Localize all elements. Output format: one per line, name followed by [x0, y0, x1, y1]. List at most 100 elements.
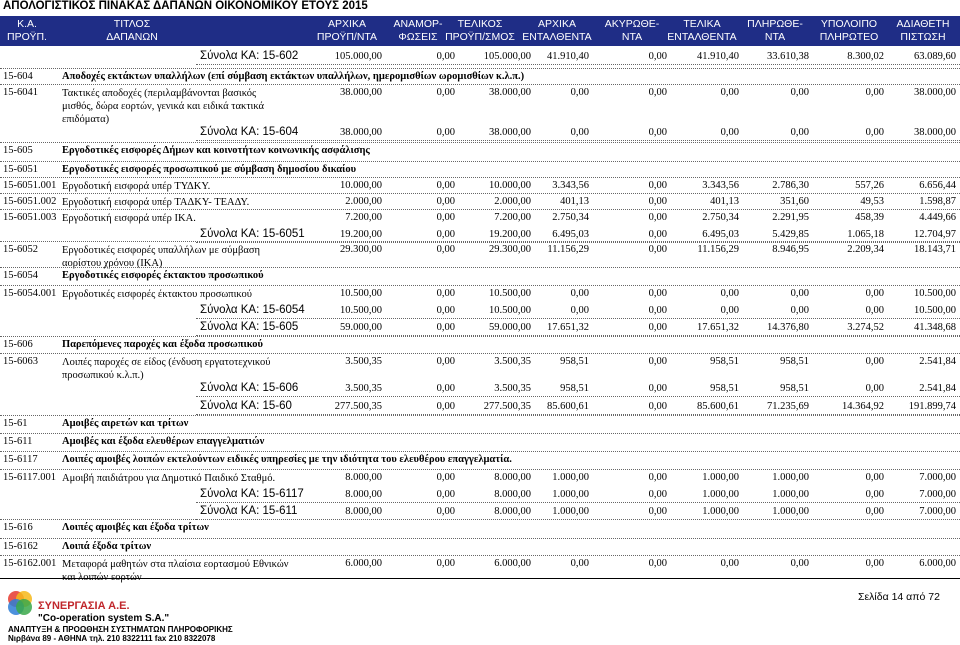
value-final-budget: 3.500,35	[494, 356, 531, 367]
subtotal-final-commit: 1.000,00	[702, 506, 739, 517]
subtotal-cancelled: 0,00	[648, 51, 667, 62]
account-title: Εργοδοτικές εισφορές έκτακτου προσωπικού	[62, 270, 264, 281]
account-title: Μεταφορά μαθητών στα πλαίσια εορτασμού Ε…	[62, 559, 289, 583]
subtotal-cancelled: 0,00	[648, 383, 667, 394]
col-available-header: ΑΔΙΑΘΕΤΗ ΠΙΣΤΩΣΗ	[896, 17, 950, 43]
subtotal-initial-commit: 85.600,61	[547, 401, 589, 412]
sum-underline	[196, 140, 960, 141]
account-title: Λοιπά έξοδα τρίτων	[62, 541, 152, 552]
subtotal-changes: 0,00	[436, 489, 455, 500]
value-final-commit: 3.343,56	[702, 180, 739, 191]
account-code: 15-6054.001	[3, 288, 57, 299]
value-final-commit: 958,51	[710, 356, 739, 367]
value-available: 18.143,71	[914, 244, 956, 255]
value-final-budget: 8.000,00	[494, 472, 531, 483]
value-remaining: 0,00	[865, 87, 884, 98]
value-available: 4.449,66	[919, 212, 956, 223]
subtotal-changes: 0,00	[436, 229, 455, 240]
account-code: 15-605	[3, 145, 33, 156]
table-bottom-border	[0, 578, 960, 579]
account-code: 15-6162	[3, 541, 38, 552]
subtotal-changes: 0,00	[436, 127, 455, 138]
account-title: Εργοδοτικές εισφορές έκτακτου προσωπικού	[62, 289, 252, 300]
account-title: Εργοδοτική εισφορά υπέρ ΤΥΔΚΥ.	[62, 181, 211, 192]
subtotal-final-budget: 105.000,00	[483, 51, 531, 62]
subtotal-changes: 0,00	[436, 51, 455, 62]
subtotal-changes: 0,00	[436, 506, 455, 517]
subtotal-initial-commit: 1.000,00	[552, 506, 589, 517]
subtotal-cancelled: 0,00	[648, 506, 667, 517]
account-title: Αμοιβές και έξοδα ελευθέρων επαγγελματιώ…	[62, 436, 265, 447]
subtotal-final-commit: 6.495,03	[702, 229, 739, 240]
value-available: 10.500,00	[914, 288, 956, 299]
value-available: 1.598,87	[919, 196, 956, 207]
footer-tagline: ΑΝΑΠΤΥΞΗ & ΠΡΟΩΘΗΣΗ ΣΥΣΤΗΜΑΤΩΝ ΠΛΗΡΟΦΟΡΙ…	[8, 625, 233, 634]
subtotal-initial-commit: 41.910,40	[547, 51, 589, 62]
sum-underline	[196, 414, 960, 415]
account-code: 15-6162.001	[3, 558, 57, 569]
subtotal-remaining: 0,00	[865, 383, 884, 394]
account-code: 15-6052	[3, 244, 38, 255]
account-title: Λοιπές αμοιβές και έξοδα τρίτων	[62, 522, 209, 533]
value-final-commit: 0,00	[720, 288, 739, 299]
col-initial-budget-header: ΑΡΧΙΚΑ ΠΡΟΫΠ/ΝΤΑ	[316, 17, 378, 43]
value-initial-budget: 2.000,00	[345, 196, 382, 207]
value-paid: 0,00	[790, 288, 809, 299]
account-code: 15-604	[3, 71, 33, 82]
account-title: Αμοιβές αιρετών και τρίτων	[62, 418, 189, 429]
subtotal-label: Σύνολα ΚΑ: 15-60	[200, 400, 292, 412]
subtotal-paid: 0,00	[790, 305, 809, 316]
value-initial-budget: 29.300,00	[340, 244, 382, 255]
sum-underline	[196, 242, 960, 243]
document-title: ΑΠΟΛΟΓΙΣΤΙΚΟΣ ΠΙΝΑΚΑΣ ΔΑΠΑΝΩΝ ΟΙΚΟΝΟΜΙΚΟ…	[3, 0, 368, 12]
subtotal-label: Σύνολα ΚΑ: 15-605	[200, 321, 299, 333]
value-cancelled: 0,00	[648, 180, 667, 191]
value-available: 38.000,00	[914, 87, 956, 98]
subtotal-cancelled: 0,00	[648, 401, 667, 412]
subtotal-initial-commit: 17.651,32	[547, 322, 589, 333]
value-initial-budget: 38.000,00	[340, 87, 382, 98]
value-final-commit: 0,00	[720, 87, 739, 98]
subtotal-final-budget: 8.000,00	[494, 506, 531, 517]
subtotal-label: Σύνολα ΚΑ: 15-6051	[200, 228, 305, 240]
value-cancelled: 0,00	[648, 356, 667, 367]
value-changes: 0,00	[436, 212, 455, 223]
value-final-commit: 1.000,00	[702, 472, 739, 483]
subtotal-paid: 958,51	[780, 383, 809, 394]
value-initial-commit: 401,13	[560, 196, 589, 207]
value-final-budget: 6.000,00	[494, 558, 531, 569]
subtotal-available: 2.541,84	[919, 383, 956, 394]
col-cancelled-header: ΑΚΥΡΩΘΕ- ΝΤΑ	[604, 17, 660, 43]
subtotal-label: Σύνολα ΚΑ: 15-6054	[200, 304, 305, 316]
account-code: 15-6041	[3, 87, 38, 98]
subtotal-available: 10.500,00	[914, 305, 956, 316]
subtotal-final-commit: 85.600,61	[697, 401, 739, 412]
col-paid-header: ΠΛΗΡΩΘΕ- ΝΤΑ	[747, 17, 803, 43]
subtotal-changes: 0,00	[436, 401, 455, 412]
row-separator	[0, 209, 960, 210]
value-changes: 0,00	[436, 196, 455, 207]
account-code: 15-6054	[3, 270, 38, 281]
subtotal-initial-budget: 105.000,00	[334, 51, 382, 62]
subtotal-paid: 33.610,38	[767, 51, 809, 62]
value-cancelled: 0,00	[648, 244, 667, 255]
subtotal-changes: 0,00	[436, 383, 455, 394]
value-changes: 0,00	[436, 558, 455, 569]
value-cancelled: 0,00	[648, 558, 667, 569]
account-title: Παρεπόμενες παροχές και έξοδα προσωπικού	[62, 339, 263, 350]
value-remaining: 0,00	[865, 472, 884, 483]
value-final-budget: 10.500,00	[489, 288, 531, 299]
subtotal-remaining: 3.274,52	[847, 322, 884, 333]
sum-underline	[196, 318, 960, 319]
value-remaining: 2.209,34	[847, 244, 884, 255]
subtotal-paid: 1.000,00	[772, 506, 809, 517]
value-initial-commit: 3.343,56	[552, 180, 589, 191]
value-final-budget: 29.300,00	[489, 244, 531, 255]
subtotal-cancelled: 0,00	[648, 489, 667, 500]
account-code: 15-6051.002	[3, 196, 57, 207]
row-separator	[0, 538, 960, 539]
subtotal-initial-commit: 6.495,03	[552, 229, 589, 240]
value-cancelled: 0,00	[648, 196, 667, 207]
value-initial-commit: 11.156,29	[547, 244, 589, 255]
value-remaining: 0,00	[865, 288, 884, 299]
